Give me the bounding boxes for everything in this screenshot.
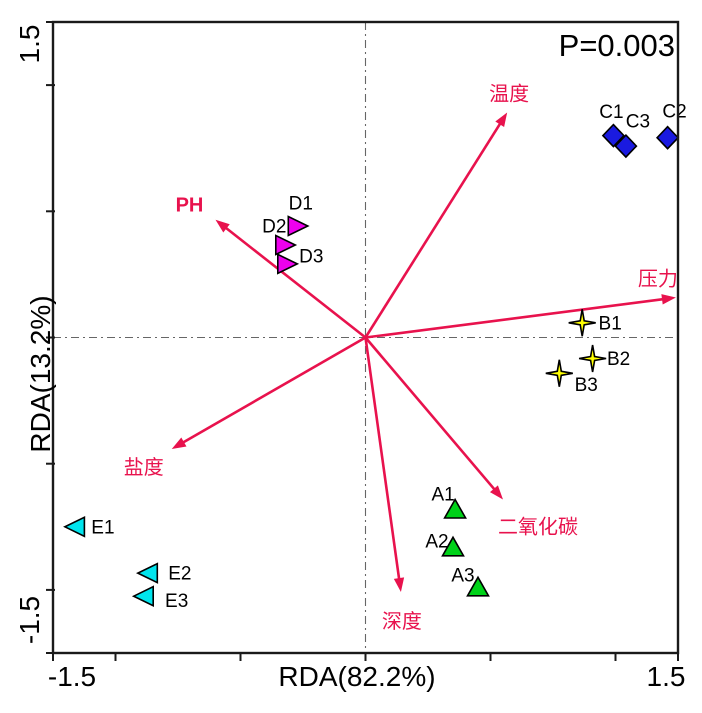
env-arrowhead-pressure bbox=[661, 294, 676, 305]
sample-marker-D1 bbox=[287, 215, 310, 237]
sample-marker-A2 bbox=[441, 535, 465, 557]
sample-marker-B1 bbox=[568, 309, 596, 337]
sample-label-D1: D1 bbox=[289, 194, 313, 215]
sample-marker-D2 bbox=[274, 234, 298, 256]
sample-label-C3: C3 bbox=[626, 112, 650, 133]
sample-marker-B2 bbox=[578, 344, 607, 373]
y-tick-label-min: -1.5 bbox=[14, 596, 45, 644]
env-arrowhead-salinity bbox=[171, 437, 187, 449]
sample-marker-C2 bbox=[655, 125, 680, 150]
sample-label-D3: D3 bbox=[299, 247, 323, 268]
env-arrowhead-ph bbox=[215, 219, 230, 233]
env-arrow-co2 bbox=[364, 336, 498, 493]
sample-marker-C3 bbox=[614, 133, 638, 159]
y-tick-label-max: 1.5 bbox=[14, 25, 45, 64]
sample-label-A3: A3 bbox=[451, 565, 474, 586]
sample-label-B1: B1 bbox=[599, 313, 622, 334]
env-arrowhead-co2 bbox=[489, 485, 503, 500]
sample-marker-E3 bbox=[131, 585, 154, 607]
env-label-ph: PH bbox=[176, 195, 204, 217]
env-arrowhead-temperature bbox=[495, 112, 508, 128]
env-label-pressure: 压力 bbox=[638, 268, 678, 291]
x-axis-title: RDA(82.2%) bbox=[278, 661, 435, 692]
env-arrow-ph bbox=[222, 224, 367, 339]
env-arrow-salinity bbox=[179, 336, 367, 446]
sample-marker-B3 bbox=[545, 359, 573, 387]
env-label-salinity: 盐度 bbox=[124, 456, 164, 479]
env-arrow-temperature bbox=[364, 120, 503, 339]
sample-label-A1: A1 bbox=[431, 485, 454, 506]
env-label-co2: 二氧化碳 bbox=[498, 515, 578, 538]
sample-label-A2: A2 bbox=[425, 531, 448, 552]
sample-marker-E2 bbox=[135, 562, 159, 584]
env-arrow-depth bbox=[364, 337, 401, 583]
sample-label-C1: C1 bbox=[599, 102, 623, 123]
sample-marker-A1 bbox=[443, 497, 467, 519]
x-tick-label-min: -1.5 bbox=[48, 661, 96, 692]
sample-marker-C1 bbox=[601, 123, 626, 148]
sample-label-D2: D2 bbox=[262, 217, 286, 238]
sample-marker-E1 bbox=[63, 516, 86, 538]
sample-label-E3: E3 bbox=[165, 591, 188, 612]
sample-marker-A3 bbox=[466, 575, 490, 597]
sample-label-E1: E1 bbox=[91, 517, 114, 538]
x-tick-label-max: 1.5 bbox=[647, 661, 686, 692]
sample-marker-D3 bbox=[276, 253, 300, 275]
sample-label-E2: E2 bbox=[168, 564, 191, 585]
env-arrowhead-depth bbox=[393, 577, 405, 593]
sample-label-B3: B3 bbox=[575, 375, 598, 396]
sample-label-C2: C2 bbox=[662, 101, 686, 122]
env-label-depth: 深度 bbox=[382, 610, 422, 633]
sample-label-B2: B2 bbox=[607, 349, 630, 370]
p-value-annotation: P=0.003 bbox=[559, 28, 675, 63]
env-arrow-pressure bbox=[365, 297, 667, 339]
env-label-temperature: 温度 bbox=[489, 82, 529, 105]
y-axis-title: RDA(13.2%) bbox=[25, 295, 56, 452]
